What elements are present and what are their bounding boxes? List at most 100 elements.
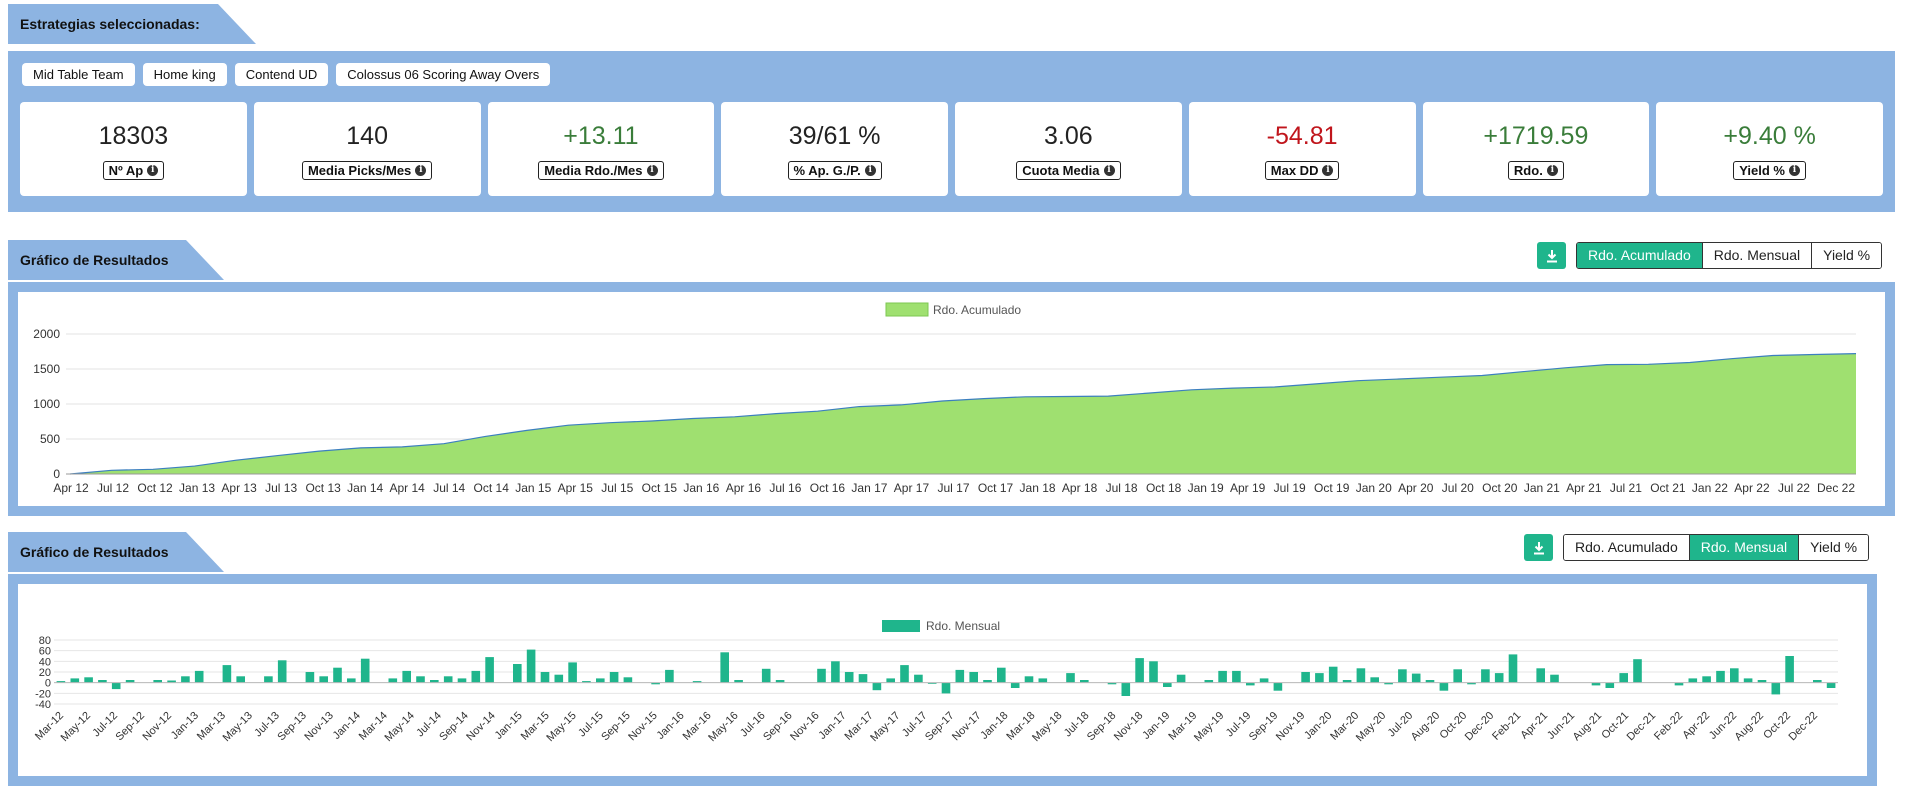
bar (111, 682, 121, 690)
bar (734, 680, 743, 683)
bar (900, 665, 909, 683)
x-tick-label: Jan-17 (816, 710, 848, 742)
x-tick-label: Jul 15 (601, 481, 633, 495)
info-icon[interactable]: i (1103, 165, 1115, 176)
bar (319, 676, 328, 683)
info-icon[interactable]: i (646, 165, 658, 176)
bar (983, 680, 992, 683)
x-tick-label: May-13 (221, 710, 255, 744)
x-tick-label: Sep-18 (1085, 710, 1119, 744)
tab-rdo-acumulado[interactable]: Rdo. Acumulado (1564, 535, 1689, 560)
bar (1370, 677, 1379, 683)
x-tick-label: Oct 21 (1650, 481, 1686, 495)
strategy-chip[interactable]: Colossus 06 Scoring Away Overs (336, 63, 551, 86)
stat-value: 3.06 (1044, 122, 1093, 150)
bar (1107, 682, 1117, 685)
bar (1163, 682, 1172, 687)
area-line (69, 353, 1857, 475)
stat-label[interactable]: Media Picks/Mes i (301, 161, 433, 180)
cumulative-area-chart: 0 500 1000 1500 2000 Apr 12 Jul 12 Oct 12 Jan 13… (33, 302, 1857, 495)
monthly-bar-chart: -40-20020406080Mar-12May-12Jul-12Sep-12N… (33, 619, 1838, 744)
bar (831, 661, 840, 683)
strategy-chip[interactable]: Mid Table Team (22, 63, 135, 86)
info-icon[interactable]: i (415, 165, 427, 176)
stat-card-yield: +9.40 % Yield % i (1656, 102, 1883, 196)
info-icon[interactable]: i (864, 165, 876, 176)
stat-label[interactable]: Cuota Media i (1016, 161, 1121, 180)
x-tick-label: Dec 22 (1817, 481, 1855, 495)
x-tick-label: Jan-15 (493, 710, 525, 742)
bar (1176, 674, 1186, 683)
stat-label-text: Nº Ap (108, 163, 144, 178)
tab-rdo-mensual[interactable]: Rdo. Mensual (1701, 243, 1812, 268)
bar (775, 680, 785, 683)
stat-label[interactable]: Rdo. i (1507, 161, 1564, 180)
bar (1716, 670, 1725, 683)
bar (955, 669, 965, 683)
bar (1605, 682, 1615, 688)
x-tick-label: Nov-17 (950, 710, 984, 744)
stat-label-text: Media Picks/Mes (307, 163, 412, 178)
y-tick-label: -40 (35, 699, 51, 711)
bar (194, 670, 204, 683)
bar (692, 681, 702, 683)
stat-label[interactable]: Max DD i (1264, 161, 1340, 180)
stat-label-text: Max DD (1270, 163, 1319, 178)
info-icon[interactable]: i (1789, 165, 1800, 176)
download-button[interactable] (1537, 242, 1566, 269)
x-tick-label: Jan-14 (331, 710, 363, 742)
x-tick-label: Jul 22 (1778, 481, 1810, 495)
tab-yield[interactable]: Yield % (1798, 535, 1869, 560)
x-tick-label: Apr 17 (894, 481, 930, 495)
bar (927, 682, 937, 684)
x-tick-label: Jul 20 (1442, 481, 1474, 495)
selected-strategies-title: Estrategias seleccionadas: (8, 4, 256, 44)
bar (1785, 656, 1794, 683)
download-button[interactable] (1524, 534, 1553, 561)
x-tick-label: Oct 20 (1482, 481, 1518, 495)
bar (1439, 682, 1449, 691)
stat-card-max-dd: -54.81 Max DD i (1188, 102, 1416, 196)
y-tick-label: 500 (40, 432, 60, 446)
x-tick-label: Nov-19 (1274, 710, 1308, 744)
x-tick-label: May-12 (59, 710, 93, 744)
bar (1328, 666, 1338, 683)
strategy-chip[interactable]: Home king (142, 63, 227, 86)
x-tick-label: Jan 16 (683, 481, 719, 495)
bar (1080, 680, 1089, 683)
info-icon[interactable]: i (1546, 165, 1558, 176)
y-tick-label: 0 (45, 678, 51, 690)
bar (554, 674, 564, 683)
tab-rdo-acumulado[interactable]: Rdo. Acumulado (1577, 243, 1702, 268)
bar (1024, 676, 1034, 683)
x-tick-label: Jan-20 (1302, 710, 1334, 742)
bar (1453, 669, 1462, 683)
cumulative-chart-box: 0 500 1000 1500 2000 Apr 12 Jul 12 Oct 12 Jan 13… (18, 292, 1885, 506)
bar (333, 667, 342, 683)
monthly-chart-panel: -40 -20 0 20 40 60 80 Mar-12 May-12 Jul-12 Sep-12 N… (8, 574, 1877, 786)
stat-label[interactable]: Nº Ap i (102, 161, 165, 180)
x-tick-label: Oct 16 (810, 481, 846, 495)
x-tick-label: Jan 17 (851, 481, 887, 495)
y-tick-label: 1000 (33, 397, 60, 411)
x-tick-label: Apr 12 (53, 481, 89, 495)
bar (1591, 682, 1601, 686)
bar (277, 660, 287, 683)
bar (1010, 682, 1020, 688)
stat-label[interactable]: % Ap. G./P. i (787, 161, 882, 180)
strategy-chip[interactable]: Contend UD (234, 63, 329, 86)
tab-yield[interactable]: Yield % (1811, 243, 1882, 268)
x-tick-label: Jan-16 (654, 710, 686, 742)
info-icon[interactable]: i (147, 165, 159, 176)
x-tick-label: Aug-22 (1733, 710, 1767, 744)
bar (1384, 682, 1393, 685)
stat-label[interactable]: Media Rdo./Mes i (538, 161, 664, 180)
x-tick-label: Feb-21 (1490, 710, 1523, 743)
legend-label: Rdo. Acumulado (933, 303, 1021, 317)
x-tick-label: Jul 19 (1274, 481, 1306, 495)
download-icon (1546, 249, 1557, 262)
tab-rdo-mensual[interactable]: Rdo. Mensual (1688, 535, 1799, 560)
stat-label[interactable]: Yield % i (1733, 161, 1806, 180)
info-icon[interactable]: i (1322, 165, 1334, 176)
bar (1743, 678, 1753, 683)
